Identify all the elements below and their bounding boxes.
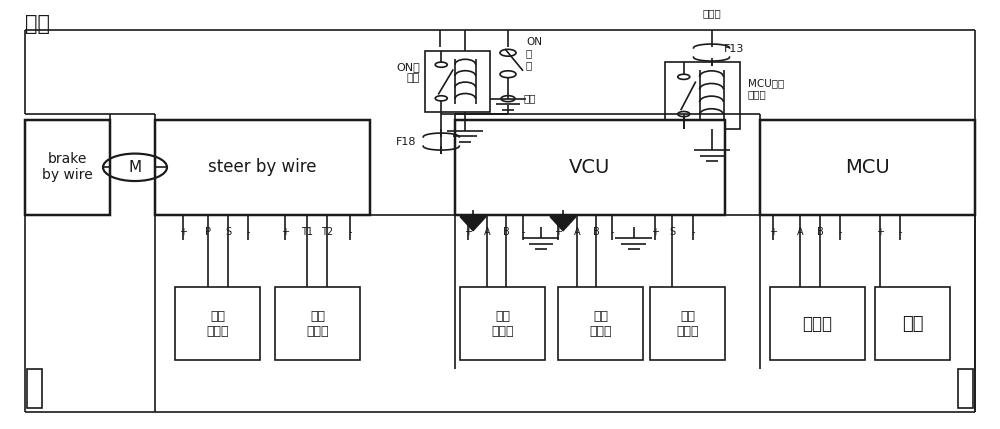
Text: M: M (128, 160, 142, 175)
Bar (455, 120, 725, 214)
Bar (460, 287, 545, 360)
Text: -: - (348, 227, 352, 237)
Text: T2: T2 (321, 227, 333, 237)
Bar (275, 287, 360, 360)
Text: MCU使能
继电器: MCU使能 继电器 (748, 78, 784, 100)
Bar (665, 62, 740, 129)
Text: brake
by wire: brake by wire (42, 152, 93, 182)
Text: 扭矩
传感器: 扭矩 传感器 (306, 310, 329, 338)
Text: +: + (281, 227, 289, 237)
Text: +: + (179, 227, 187, 237)
Text: T1: T1 (301, 227, 313, 237)
Text: ON继
电器: ON继 电器 (396, 62, 420, 83)
Bar (958, 369, 973, 408)
Text: -: - (246, 227, 250, 237)
Text: -: - (521, 227, 525, 237)
Bar (175, 287, 260, 360)
Polygon shape (550, 217, 576, 231)
Bar (760, 120, 975, 214)
Text: F18: F18 (396, 136, 417, 147)
Text: 总停: 总停 (523, 94, 536, 104)
Text: -: - (898, 227, 902, 237)
Text: MCU: MCU (845, 158, 890, 177)
Text: 压力
传感器: 压力 传感器 (676, 310, 699, 338)
Text: S: S (669, 227, 675, 237)
Bar (770, 287, 865, 360)
Text: B: B (503, 227, 509, 237)
Text: 电池包: 电池包 (702, 8, 721, 18)
Text: 角度
传感器: 角度 传感器 (206, 310, 229, 338)
Text: A: A (797, 227, 803, 237)
Bar (650, 287, 725, 360)
Bar (27, 369, 42, 408)
Text: 轮速
传感器: 轮速 传感器 (491, 310, 514, 338)
Text: S: S (225, 227, 231, 237)
Text: +: + (769, 227, 777, 237)
Text: ON
开
关: ON 开 关 (526, 37, 542, 70)
Text: -: - (691, 227, 695, 237)
Text: 轮速
传感器: 轮速 传感器 (589, 310, 612, 338)
Text: P: P (205, 227, 211, 237)
Bar (558, 287, 643, 360)
Text: -: - (610, 227, 614, 237)
Text: 编码器: 编码器 (802, 315, 832, 333)
Text: A: A (484, 227, 490, 237)
Text: -: - (838, 227, 842, 237)
Text: A: A (574, 227, 580, 237)
Text: 常电: 常电 (25, 14, 50, 33)
Text: steer by wire: steer by wire (208, 158, 317, 176)
Text: VCU: VCU (569, 158, 611, 177)
Text: +: + (651, 227, 659, 237)
Text: +: + (554, 227, 562, 237)
Bar (25, 120, 110, 214)
Text: F13: F13 (724, 44, 744, 54)
Bar (155, 120, 370, 214)
Text: B: B (817, 227, 823, 237)
Bar (875, 287, 950, 360)
Text: B: B (593, 227, 599, 237)
Text: +: + (464, 227, 472, 237)
Bar (425, 51, 490, 112)
Text: 温传: 温传 (902, 315, 923, 333)
Text: +: + (876, 227, 884, 237)
Polygon shape (460, 217, 486, 231)
